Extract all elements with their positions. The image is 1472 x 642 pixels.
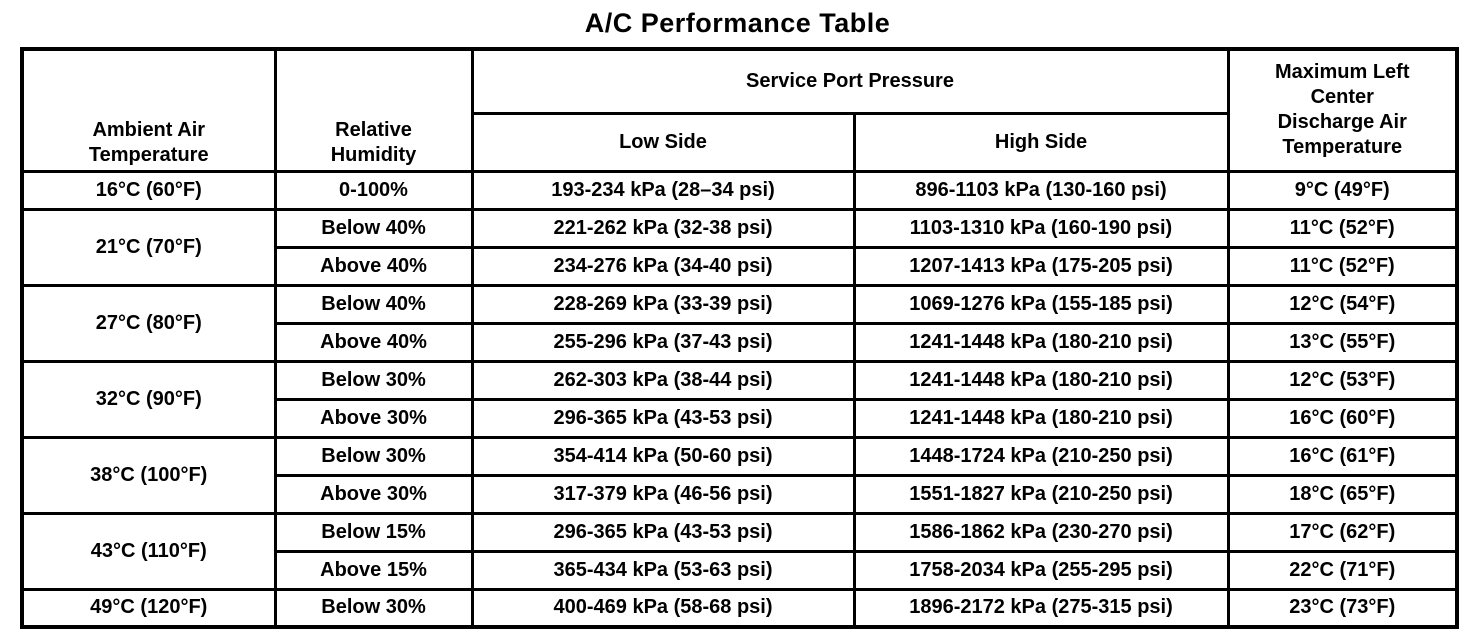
low-side-cell: 317-379 kPa (46-56 psi) bbox=[470, 473, 856, 515]
high-side-cell: 1586-1862 kPa (230-270 psi) bbox=[852, 511, 1230, 553]
discharge-cell: 16°C (60°F) bbox=[1226, 397, 1459, 439]
header-humidity-line: Relative bbox=[335, 118, 412, 141]
page-title: A/C Performance Table bbox=[584, 8, 891, 38]
low-side-cell: 262-303 kPa (38-44 psi) bbox=[470, 359, 856, 401]
header-row-top: Ambient Air Temperature Relative Humidit… bbox=[20, 47, 1459, 173]
table-row: Above 15% 365-434 kPa (53-63 psi) 1758-2… bbox=[22, 549, 1459, 591]
discharge-cell: 9°C (49°F) bbox=[1226, 169, 1459, 211]
high-side-cell: 1241-1448 kPa (180-210 psi) bbox=[852, 321, 1230, 363]
ambient-cell: 21°C (70°F) bbox=[20, 207, 277, 287]
header-low-side: Low Side bbox=[470, 111, 856, 173]
table-row: 32°C (90°F) Below 30% 262-303 kPa (38-44… bbox=[20, 359, 1459, 439]
discharge-cell: 22°C (71°F) bbox=[1226, 549, 1459, 591]
ac-performance-table: Ambient Air Temperature Relative Humidit… bbox=[20, 47, 1459, 629]
low-side-cell: 365-434 kPa (53-63 psi) bbox=[470, 549, 856, 591]
table-row: 38°C (100°F) Below 30% 354-414 kPa (50-6… bbox=[20, 435, 1459, 515]
header-humidity-line: Humidity bbox=[330, 143, 417, 166]
high-side-cell: 1207-1413 kPa (175-205 psi) bbox=[852, 245, 1230, 287]
humidity-cell: Above 40% bbox=[273, 245, 474, 287]
header-discharge-line: Temperature bbox=[1282, 136, 1403, 159]
ambient-cell: 32°C (90°F) bbox=[20, 359, 277, 439]
discharge-cell: 16°C (61°F) bbox=[1226, 435, 1459, 477]
discharge-cell: 12°C (53°F) bbox=[1226, 359, 1459, 401]
high-side-cell: 1241-1448 kPa (180-210 psi) bbox=[852, 397, 1230, 439]
low-side-cell: 296-365 kPa (43-53 psi) bbox=[470, 397, 856, 439]
low-side-cell: 255-296 kPa (37-43 psi) bbox=[470, 321, 856, 363]
high-side-cell: 1896-2172 kPa (275-315 psi) bbox=[852, 587, 1230, 629]
high-side-cell: 1758-2034 kPa (255-295 psi) bbox=[852, 549, 1230, 591]
high-side-cell: 1069-1276 kPa (155-185 psi) bbox=[852, 283, 1230, 325]
header-high-side: High Side bbox=[852, 111, 1230, 173]
header-service-port-pressure: Service Port Pressure bbox=[470, 47, 1230, 115]
header-discharge-line: Center bbox=[1310, 86, 1374, 109]
high-side-cell: 896-1103 kPa (130-160 psi) bbox=[852, 169, 1230, 211]
high-side-cell: 1448-1724 kPa (210-250 psi) bbox=[852, 435, 1230, 477]
header-max-discharge-temperature: Maximum Left Center Discharge Air Temper… bbox=[1226, 47, 1459, 173]
table-row: Above 30% 296-365 kPa (43-53 psi) 1241-1… bbox=[22, 397, 1459, 439]
ambient-cell: 43°C (110°F) bbox=[20, 511, 277, 591]
humidity-cell: Below 40% bbox=[273, 207, 474, 249]
header-relative-humidity: Relative Humidity bbox=[273, 47, 474, 173]
low-side-cell: 221-262 kPa (32-38 psi) bbox=[470, 207, 856, 249]
humidity-cell: Below 15% bbox=[273, 511, 474, 553]
low-side-cell: 234-276 kPa (34-40 psi) bbox=[470, 245, 856, 287]
table-row: 27°C (80°F) Below 40% 228-269 kPa (33-39… bbox=[20, 283, 1459, 363]
header-row-sub: Low Side High Side bbox=[22, 111, 1457, 173]
humidity-cell: Below 40% bbox=[273, 283, 474, 325]
discharge-cell: 18°C (65°F) bbox=[1226, 473, 1459, 515]
header-ambient-line: Temperature bbox=[88, 143, 209, 166]
low-side-cell: 296-365 kPa (43-53 psi) bbox=[470, 511, 856, 553]
header-discharge-line: Discharge Air bbox=[1277, 111, 1407, 134]
humidity-cell: Above 15% bbox=[273, 549, 474, 591]
header-ambient-air-temperature: Ambient Air Temperature bbox=[20, 47, 277, 173]
table-row: 49°C (120°F) Below 30% 400-469 kPa (58-6… bbox=[20, 587, 1459, 629]
discharge-cell: 11°C (52°F) bbox=[1226, 245, 1459, 287]
discharge-cell: 12°C (54°F) bbox=[1226, 283, 1459, 325]
humidity-cell: Above 40% bbox=[273, 321, 474, 363]
header-discharge-line: Maximum Left bbox=[1275, 61, 1410, 84]
table-row: 16°C (60°F) 0-100% 193-234 kPa (28–34 ps… bbox=[20, 169, 1459, 211]
humidity-cell: Below 30% bbox=[273, 435, 474, 477]
table-row: Above 40% 255-296 kPa (37-43 psi) 1241-1… bbox=[22, 321, 1459, 363]
header-ambient-line: Ambient Air bbox=[92, 118, 206, 141]
low-side-cell: 354-414 kPa (50-60 psi) bbox=[470, 435, 856, 477]
humidity-cell: Below 30% bbox=[273, 587, 474, 629]
table-row: Above 30% 317-379 kPa (46-56 psi) 1551-1… bbox=[22, 473, 1459, 515]
discharge-cell: 23°C (73°F) bbox=[1226, 587, 1459, 629]
discharge-cell: 11°C (52°F) bbox=[1226, 207, 1459, 249]
low-side-cell: 400-469 kPa (58-68 psi) bbox=[470, 587, 856, 629]
ambient-cell: 49°C (120°F) bbox=[20, 587, 277, 629]
high-side-cell: 1103-1310 kPa (160-190 psi) bbox=[852, 207, 1230, 249]
high-side-cell: 1241-1448 kPa (180-210 psi) bbox=[852, 359, 1230, 401]
table-row: 21°C (70°F) Below 40% 221-262 kPa (32-38… bbox=[20, 207, 1459, 287]
discharge-cell: 17°C (62°F) bbox=[1226, 511, 1459, 553]
ambient-cell: 38°C (100°F) bbox=[20, 435, 277, 515]
low-side-cell: 228-269 kPa (33-39 psi) bbox=[470, 283, 856, 325]
humidity-cell: Above 30% bbox=[273, 397, 474, 439]
high-side-cell: 1551-1827 kPa (210-250 psi) bbox=[852, 473, 1230, 515]
humidity-cell: Below 30% bbox=[273, 359, 474, 401]
low-side-cell: 193-234 kPa (28–34 psi) bbox=[470, 169, 856, 211]
table-row: Above 40% 234-276 kPa (34-40 psi) 1207-1… bbox=[22, 245, 1459, 287]
ambient-cell: 16°C (60°F) bbox=[20, 169, 277, 211]
ambient-cell: 27°C (80°F) bbox=[20, 283, 277, 363]
humidity-cell: 0-100% bbox=[273, 169, 474, 211]
discharge-cell: 13°C (55°F) bbox=[1226, 321, 1459, 363]
humidity-cell: Above 30% bbox=[273, 473, 474, 515]
table-row: 43°C (110°F) Below 15% 296-365 kPa (43-5… bbox=[20, 511, 1459, 591]
